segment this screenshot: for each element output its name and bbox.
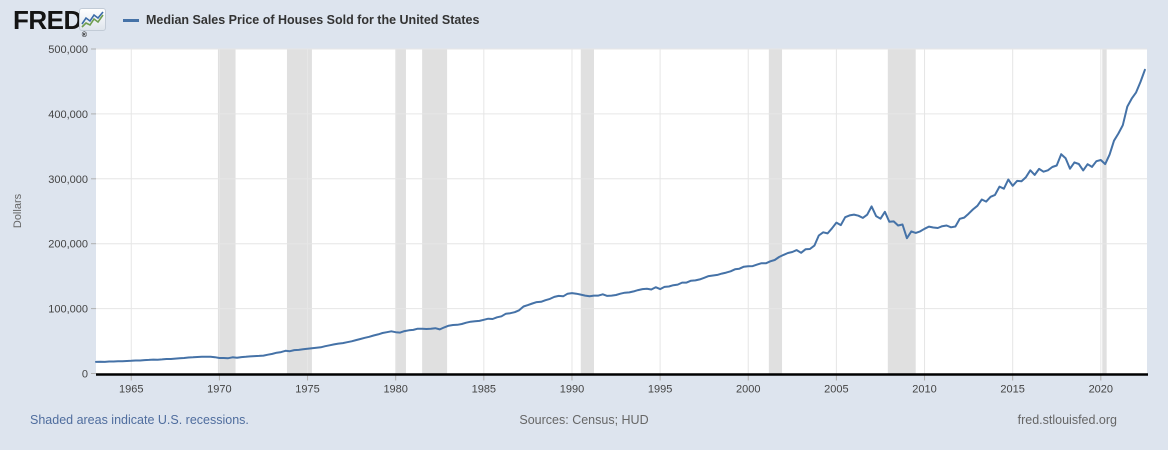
fred-logo[interactable]: FRED® <box>13 5 87 39</box>
x-tick-label: 1985 <box>472 384 496 396</box>
recession-band <box>1102 49 1107 374</box>
x-tick-label: 2000 <box>736 384 760 396</box>
chart-canvas[interactable]: 1965 1970 1975 1980 1985 1990 1995 2000 2005 2010… <box>0 0 1168 408</box>
recession-band <box>217 49 236 374</box>
x-tick-label: 2010 <box>912 384 936 396</box>
recession-band <box>395 49 406 374</box>
x-tick-label: 2015 <box>1000 384 1024 396</box>
x-tick-label: 1995 <box>648 384 672 396</box>
recession-note-link[interactable]: Shaded areas indicate U.S. recessions. <box>30 413 249 427</box>
y-tick-label: 200,000 <box>48 239 88 251</box>
y-tick-label: 0 <box>82 369 88 381</box>
registered-trademark-icon: ® <box>81 32 87 39</box>
fred-logo-text: FRED <box>13 5 82 35</box>
recession-band <box>286 49 312 374</box>
y-tick-label: 500,000 <box>48 44 88 56</box>
legend-line-marker <box>123 19 139 22</box>
plot-area[interactable] <box>96 49 1147 374</box>
chart-header: FRED® Median Sales Price of Houses Sold … <box>0 0 1168 40</box>
chart-footer: Shaded areas indicate U.S. recessions. S… <box>0 413 1168 433</box>
x-tick-label: 2005 <box>824 384 848 396</box>
recession-band <box>422 49 448 374</box>
series-line <box>95 68 1146 363</box>
x-tick-label: 1975 <box>295 384 319 396</box>
x-tick-label: 1970 <box>207 384 231 396</box>
fred-sparkline-icon <box>79 8 106 31</box>
recession-band <box>768 49 783 374</box>
y-axis-title: Dollars <box>12 193 24 228</box>
y-tick-label: 100,000 <box>48 304 88 316</box>
x-tick-label: 1990 <box>560 384 584 396</box>
sources-text: Sources: Census; HUD <box>519 413 649 427</box>
fred-site-link[interactable]: fred.stlouisfed.org <box>1017 413 1117 427</box>
y-tick-label: 300,000 <box>48 174 88 186</box>
x-tick-label: 1980 <box>383 384 407 396</box>
y-tick-label: 400,000 <box>48 109 88 121</box>
recession-band <box>887 49 916 374</box>
x-tick-label: 2020 <box>1089 384 1113 396</box>
recession-band <box>580 49 594 374</box>
x-tick-label: 1965 <box>119 384 143 396</box>
series-title: Median Sales Price of Houses Sold for th… <box>146 13 480 27</box>
